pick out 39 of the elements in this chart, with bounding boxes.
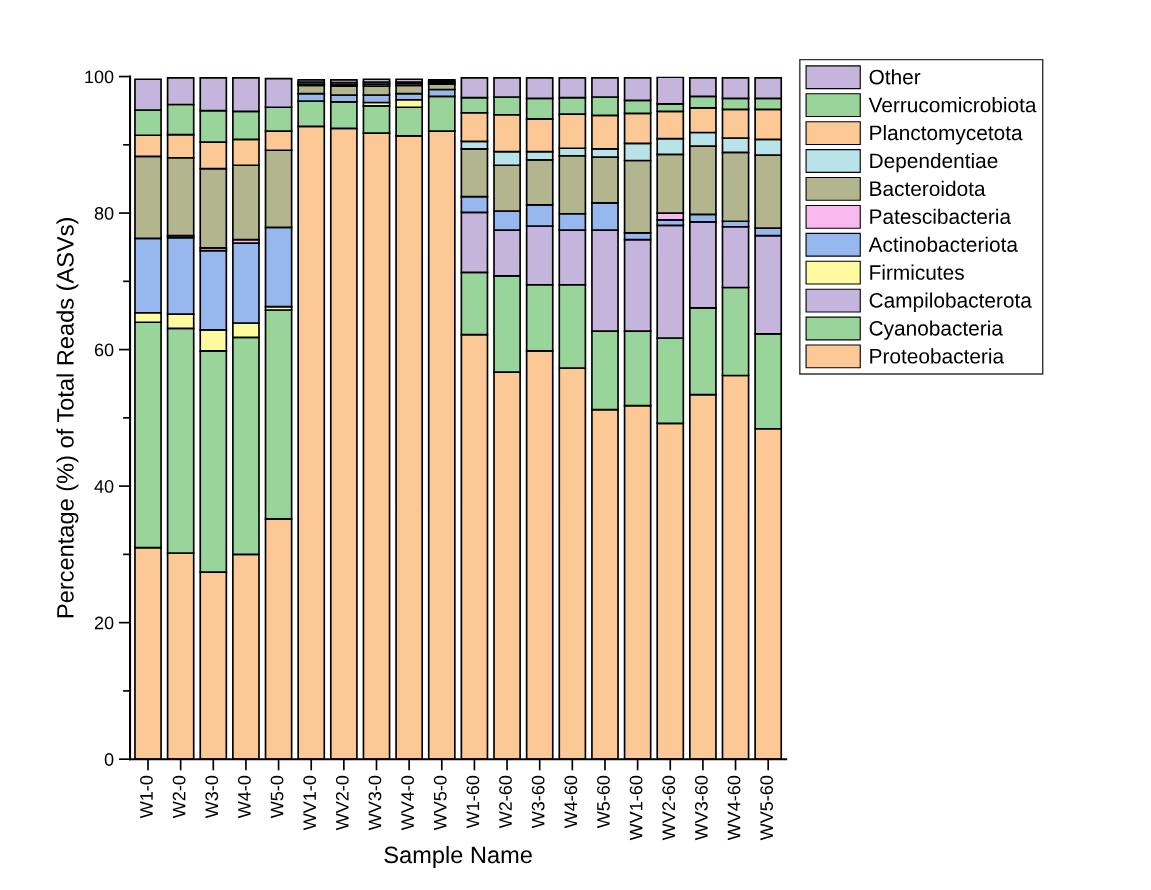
x-tick-label: W1-0 bbox=[140, 775, 153, 819]
y-tick-label: 20 bbox=[94, 616, 114, 630]
x-tick-label: WV3-60 bbox=[694, 775, 708, 841]
x-tick-label: W4-0 bbox=[238, 775, 251, 819]
legend-label: Other bbox=[869, 69, 921, 85]
y-axis-title: Percentage (%) of Total Reads (ASVs) bbox=[56, 218, 79, 618]
x-tick-label: WV5-60 bbox=[760, 775, 774, 841]
x-tick-label: WV1-0 bbox=[303, 775, 317, 831]
legend-label: Dependentiae bbox=[870, 152, 998, 173]
x-tick-label: WV2-0 bbox=[335, 775, 349, 831]
y-tick-label: 0 bbox=[104, 753, 114, 766]
x-tick-label: W4-60 bbox=[564, 775, 578, 829]
x-tick-label: W1-60 bbox=[466, 775, 480, 829]
y-tick-label: 60 bbox=[94, 343, 114, 357]
legend-label: Cyanobacteria bbox=[869, 320, 1003, 340]
y-tick-label: 80 bbox=[94, 207, 114, 220]
x-tick-label: WV5-0 bbox=[433, 775, 447, 831]
x-tick-label: WV3-0 bbox=[368, 775, 382, 831]
legend-label: Planctomycetota bbox=[870, 124, 1023, 145]
y-tick-label: 40 bbox=[94, 480, 114, 493]
legend-label: Firmicutes bbox=[870, 264, 964, 280]
x-tick-label: W2-0 bbox=[172, 775, 186, 819]
x-axis-title: Sample Name bbox=[384, 845, 532, 868]
legend-label: Proteobacteria bbox=[870, 348, 1005, 364]
x-tick-label: WV1-60 bbox=[629, 775, 643, 841]
legend-label: Patescibacteria bbox=[870, 208, 1012, 225]
legend-label: Actinobacteriota bbox=[868, 236, 1018, 252]
x-tick-label: W5-60 bbox=[597, 775, 610, 829]
x-tick-label: WV4-60 bbox=[727, 775, 741, 841]
x-tick-label: W3-60 bbox=[531, 775, 545, 829]
x-tick-label: WV4-0 bbox=[401, 775, 414, 831]
x-tick-label: WV2-60 bbox=[662, 775, 676, 841]
legend-label: Verrucomicrobiota bbox=[868, 97, 1037, 113]
legend-label: Bacteroidota bbox=[870, 180, 986, 197]
x-tick-label: W3-0 bbox=[205, 775, 219, 819]
x-tick-label: W5-0 bbox=[270, 775, 284, 819]
y-tick-label: 100 bbox=[85, 70, 114, 84]
x-tick-label: W2-60 bbox=[499, 775, 512, 829]
legend-label: Campilobacterota bbox=[869, 292, 1032, 312]
